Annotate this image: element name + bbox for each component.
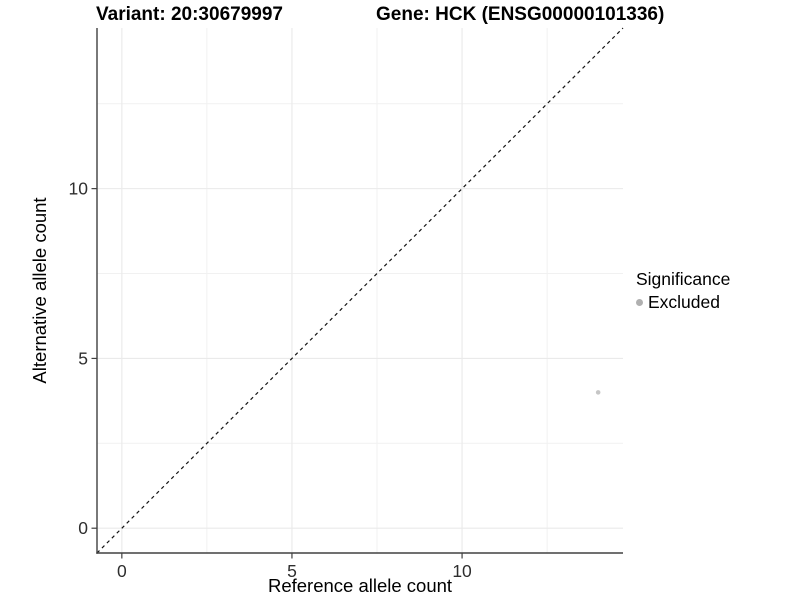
legend-item-label: Excluded bbox=[648, 292, 720, 312]
legend-title: Significance bbox=[636, 269, 731, 289]
gene-title: Gene: HCK (ENSG00000101336) bbox=[376, 4, 665, 25]
x-tick-label: 0 bbox=[117, 561, 127, 581]
x-tick-label: 5 bbox=[287, 561, 297, 581]
y-tick-label: 0 bbox=[78, 518, 88, 538]
identity-dashed-line bbox=[96, 27, 624, 554]
data-point bbox=[595, 390, 601, 395]
x-axis-title: Reference allele count bbox=[268, 575, 452, 596]
y-axis-title: Alternative allele count bbox=[29, 197, 50, 383]
y-tick-label: 10 bbox=[69, 179, 89, 199]
excluded-point-icon bbox=[636, 299, 643, 306]
legend: Significance Excluded bbox=[636, 269, 730, 313]
x-tick-label: 10 bbox=[452, 561, 472, 581]
legend-item-excluded: Excluded bbox=[636, 292, 730, 313]
variant-title: Variant: 20:30679997 bbox=[96, 4, 283, 25]
y-tick-label: 5 bbox=[78, 348, 88, 368]
